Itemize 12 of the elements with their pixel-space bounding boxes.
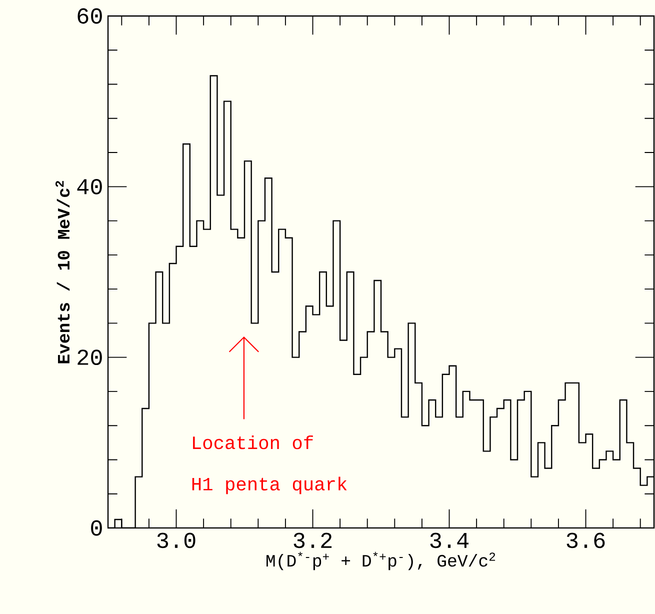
y-tick-label: 60 [78,8,102,24]
text: M(D$^{*-}$p$^{+}$ + D$^{*+}$p$^{-}$), GeV/c$^{2}$ [266,552,496,570]
y-tick-label: 20 [78,350,102,366]
y-tick-label: 0 [91,520,102,536]
x-tick-label: 3.2 [294,532,332,548]
x-tick-label: 3.6 [566,532,605,548]
x-tick-label: 3.0 [157,532,196,548]
annotation: Location of [193,435,313,450]
annotation: H1 penta quark [192,476,347,494]
x-tick-label: 3.4 [430,532,468,548]
y-axis-title: Events / 10 MeV/c$^{2}$ [56,180,70,364]
y-tick-label: 40 [77,178,102,194]
